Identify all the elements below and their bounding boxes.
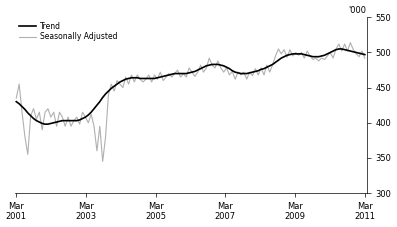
Legend: Trend, Seasonally Adjusted: Trend, Seasonally Adjusted: [18, 21, 118, 42]
Text: '000: '000: [349, 5, 366, 15]
